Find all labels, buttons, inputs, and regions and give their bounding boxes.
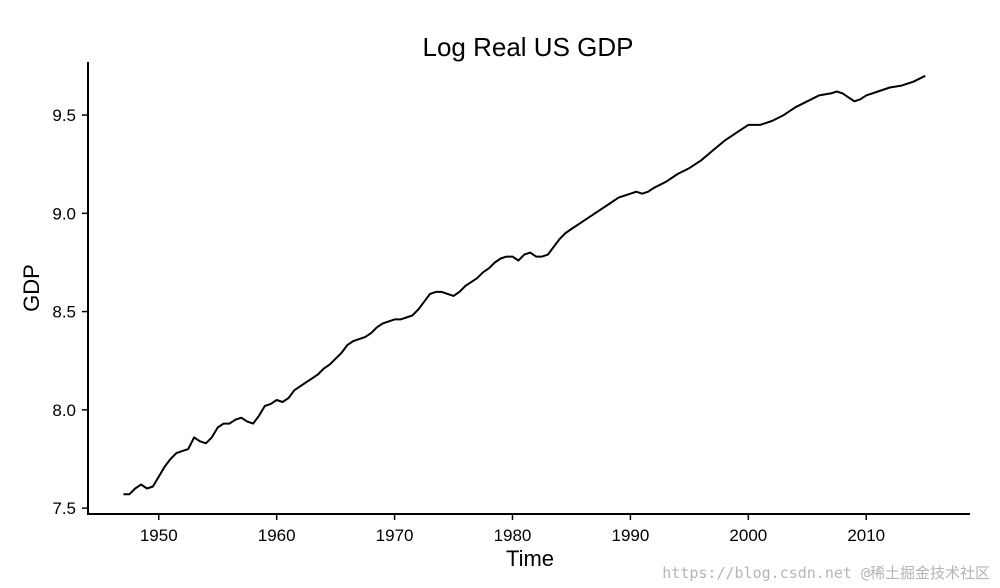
x-tick-label: 1960 — [258, 526, 296, 545]
y-tick-label: 7.5 — [52, 499, 76, 518]
x-axis: 1950 1960 1970 1980 1990 2000 2010 — [87, 513, 970, 545]
x-tick-label: 1980 — [494, 526, 532, 545]
y-tick-label: 8.5 — [52, 303, 76, 322]
x-tick-label: 1950 — [140, 526, 178, 545]
y-tick-label: 9.5 — [52, 106, 76, 125]
series-line — [123, 74, 926, 496]
y-tick-label: 9.0 — [52, 204, 76, 223]
watermark: https://blog.csdn.net @稀土掘金技术社区 — [662, 564, 990, 582]
x-axis-title: Time — [506, 546, 554, 571]
y-axis-title: GDP — [19, 264, 44, 312]
y-tick-label: 8.0 — [52, 401, 76, 420]
x-tick-label: 1970 — [376, 526, 414, 545]
x-tick-label: 2000 — [729, 526, 767, 545]
x-tick-label: 2010 — [847, 526, 885, 545]
chart-title: Log Real US GDP — [423, 32, 634, 62]
series-layer — [123, 74, 926, 496]
y-axis: 7.5 8.0 8.5 9.0 9.5 — [52, 62, 89, 518]
x-tick-label: 1990 — [611, 526, 649, 545]
